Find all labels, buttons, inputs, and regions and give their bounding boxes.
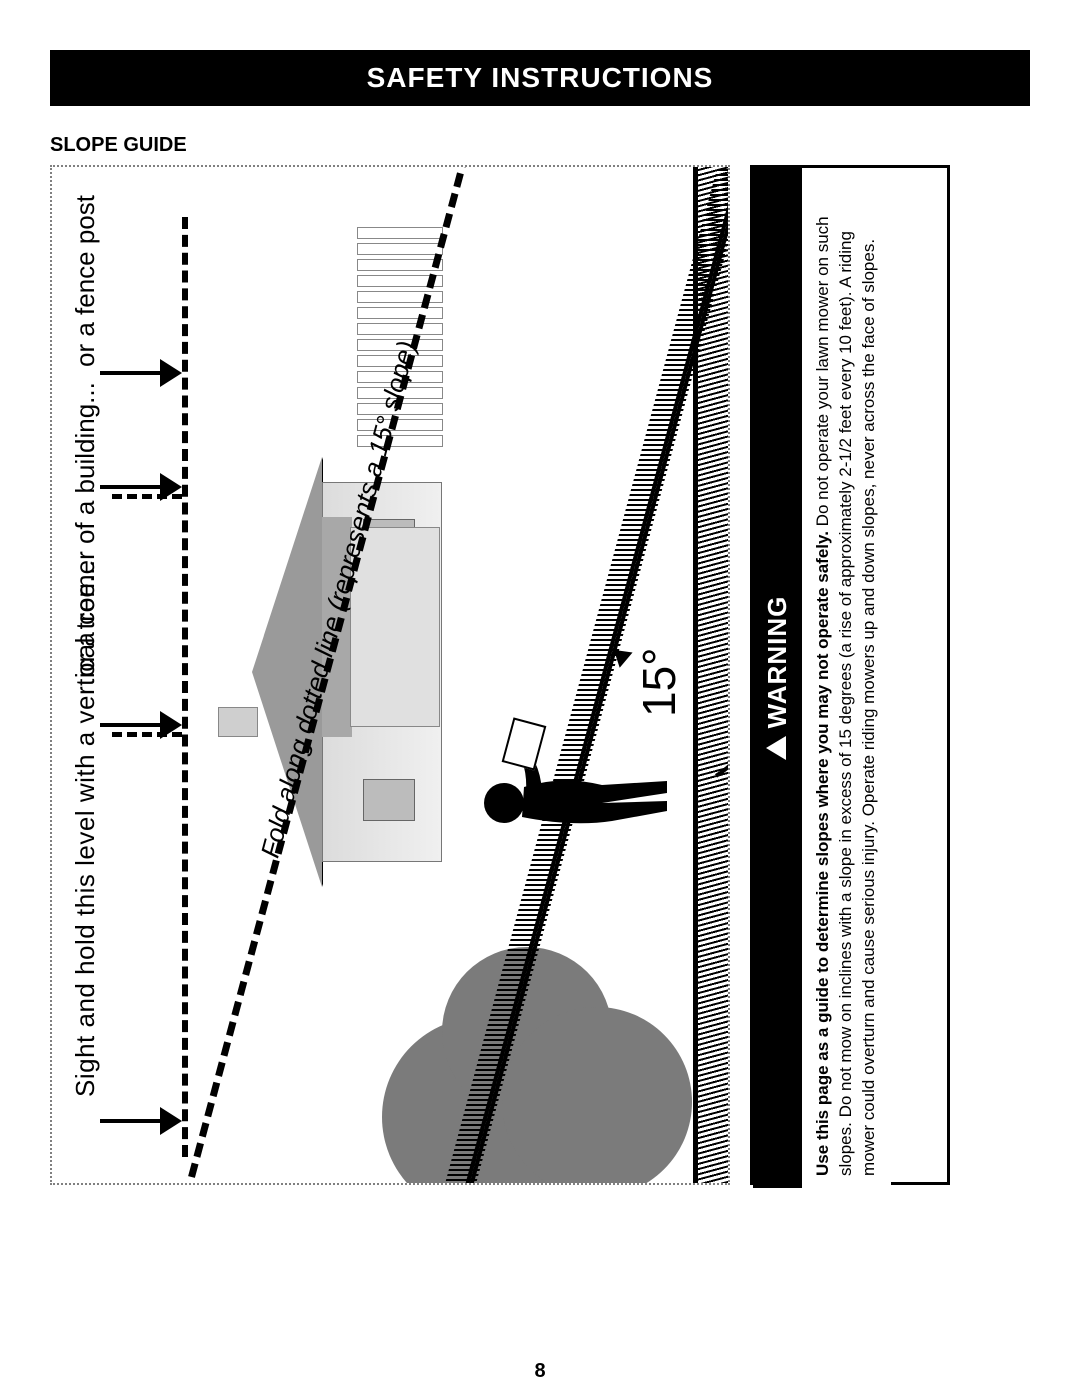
warning-body: Use this page as a guide to determine sl… bbox=[802, 168, 891, 1188]
arrow-down-icon bbox=[100, 359, 182, 387]
warning-banner-text: WARNING bbox=[762, 596, 792, 729]
bottom-grass bbox=[698, 167, 730, 1185]
slope-diagram: Sight and hold this level with a vertica… bbox=[50, 165, 730, 1185]
warning-triangle-icon bbox=[766, 736, 786, 760]
alignment-dash bbox=[112, 732, 182, 737]
house-window bbox=[363, 779, 415, 821]
bush-shape bbox=[502, 1007, 692, 1185]
warning-panel: WARNING Use this page as a guide to dete… bbox=[750, 165, 950, 1185]
top-level-dashed-line bbox=[182, 217, 188, 1157]
alignment-dash bbox=[112, 494, 182, 499]
warning-banner: WARNING bbox=[753, 168, 802, 1188]
page-number: 8 bbox=[534, 1360, 545, 1383]
page-header: SAFETY INSTRUCTIONS bbox=[50, 50, 1030, 106]
label-fence: or a fence post bbox=[70, 195, 101, 367]
warning-lead-bold: Use this page as a guide to determine sl… bbox=[813, 531, 832, 1176]
arrow-down-icon bbox=[100, 1107, 182, 1135]
content-row: Sight and hold this level with a vertica… bbox=[50, 165, 1030, 1185]
angle-label: 15° bbox=[632, 647, 686, 717]
label-corner: or a corner of a building... bbox=[70, 382, 101, 677]
slope-guide-subtitle: SLOPE GUIDE bbox=[50, 134, 1030, 157]
diagram-rotated-canvas: Sight and hold this level with a vertica… bbox=[52, 167, 730, 1185]
